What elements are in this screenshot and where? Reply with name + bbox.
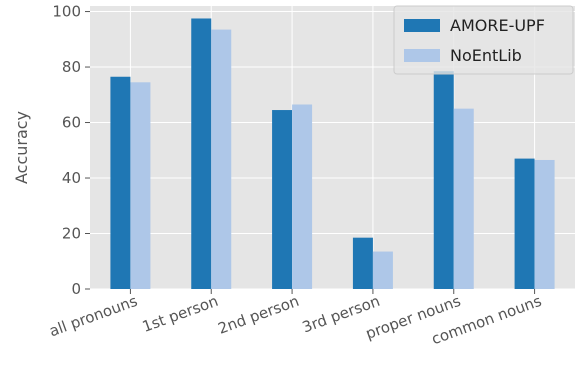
y-tick-label: 40	[62, 169, 81, 187]
x-tick-label: 2nd person	[216, 292, 302, 338]
y-tick-label: 60	[62, 114, 81, 132]
legend-swatch	[404, 49, 440, 62]
y-tick-label: 0	[71, 280, 81, 298]
bar-noentlib-0	[130, 82, 151, 290]
legend-entry: NoEntLib	[450, 46, 522, 65]
y-tick-labels: 0 20 40 60 80 100	[52, 3, 90, 298]
y-tick-label: 80	[62, 58, 81, 76]
y-tick-label: 20	[62, 225, 81, 243]
bar-noentlib-1	[211, 29, 232, 289]
legend-entry: AMORE-UPF	[450, 16, 545, 35]
bars	[110, 18, 555, 290]
legend: AMORE-UPF NoEntLib	[393, 5, 574, 75]
bar-amore-upf-3	[352, 237, 373, 289]
x-tick-label: 1st person	[140, 292, 221, 336]
bar-noentlib-5	[534, 159, 555, 289]
bar-amore-upf-0	[110, 76, 131, 289]
bar-noentlib-2	[292, 104, 313, 290]
legend-swatch	[404, 19, 440, 32]
bar-amore-upf-2	[272, 110, 293, 289]
bar-amore-upf-1	[191, 18, 212, 290]
bar-amore-upf-5	[514, 158, 535, 289]
y-axis-label: Accuracy	[12, 111, 31, 184]
bar-noentlib-3	[372, 251, 393, 289]
y-tick-label: 100	[52, 3, 81, 21]
bar-amore-upf-4	[433, 71, 454, 289]
x-tick-label: all pronouns	[47, 292, 140, 341]
bar-noentlib-4	[453, 108, 474, 289]
